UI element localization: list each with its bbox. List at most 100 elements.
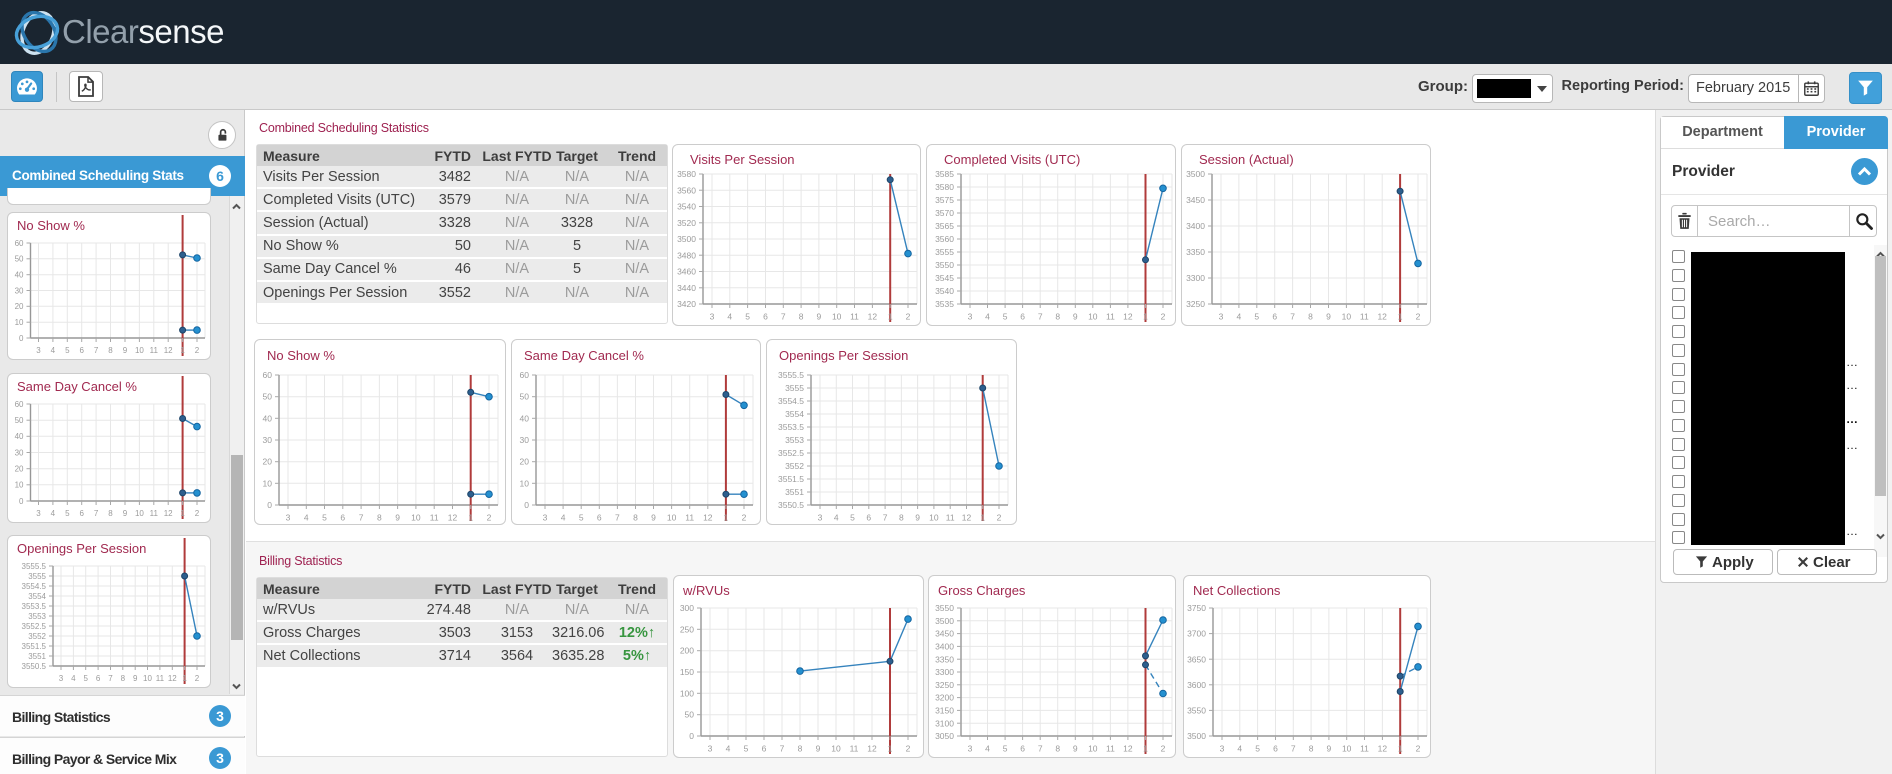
svg-text:7: 7 bbox=[359, 513, 364, 523]
svg-text:3400: 3400 bbox=[1186, 221, 1205, 231]
svg-text:9: 9 bbox=[133, 674, 138, 683]
svg-text:11: 11 bbox=[1360, 744, 1369, 754]
svg-text:6: 6 bbox=[597, 513, 602, 523]
svg-text:9: 9 bbox=[915, 513, 920, 523]
svg-text:5: 5 bbox=[65, 346, 70, 355]
svg-text:6: 6 bbox=[79, 509, 84, 518]
svg-text:9: 9 bbox=[1073, 744, 1078, 754]
svg-text:10: 10 bbox=[831, 744, 841, 754]
svg-text:10: 10 bbox=[15, 481, 24, 490]
svg-text:5: 5 bbox=[850, 513, 855, 523]
svg-text:Openings Per Session: Openings Per Session bbox=[17, 541, 146, 556]
svg-text:3: 3 bbox=[543, 513, 548, 523]
svg-text:6: 6 bbox=[79, 346, 84, 355]
svg-text:20: 20 bbox=[520, 457, 530, 467]
svg-text:9: 9 bbox=[395, 513, 400, 523]
svg-text:4: 4 bbox=[51, 509, 56, 518]
svg-text:3350: 3350 bbox=[1186, 247, 1205, 257]
svg-text:3450: 3450 bbox=[1186, 195, 1205, 205]
svg-text:Openings Per Session: Openings Per Session bbox=[779, 348, 908, 363]
svg-text:2: 2 bbox=[906, 744, 911, 754]
svg-text:5: 5 bbox=[1003, 744, 1008, 754]
svg-text:3550.5: 3550.5 bbox=[778, 500, 804, 510]
svg-text:2: 2 bbox=[487, 513, 492, 523]
svg-text:3554: 3554 bbox=[28, 592, 46, 601]
svg-text:3552.5: 3552.5 bbox=[778, 448, 804, 458]
svg-text:1: 1 bbox=[724, 513, 729, 523]
svg-text:3700: 3700 bbox=[1187, 629, 1206, 639]
svg-text:3300: 3300 bbox=[935, 667, 954, 677]
svg-text:3400: 3400 bbox=[935, 642, 954, 652]
svg-text:3580: 3580 bbox=[935, 182, 954, 192]
svg-text:250: 250 bbox=[680, 624, 694, 634]
svg-text:11: 11 bbox=[150, 346, 159, 355]
svg-text:3: 3 bbox=[1220, 744, 1225, 754]
svg-text:8: 8 bbox=[899, 513, 904, 523]
svg-text:0: 0 bbox=[19, 497, 24, 506]
svg-text:3: 3 bbox=[710, 312, 715, 322]
svg-text:3460: 3460 bbox=[677, 267, 696, 277]
svg-text:3555: 3555 bbox=[935, 247, 954, 257]
svg-text:9: 9 bbox=[816, 744, 821, 754]
svg-text:11: 11 bbox=[1106, 744, 1115, 754]
svg-text:0: 0 bbox=[267, 500, 272, 510]
svg-text:1: 1 bbox=[980, 513, 985, 523]
svg-text:10: 10 bbox=[929, 513, 939, 523]
svg-text:3: 3 bbox=[968, 312, 973, 322]
svg-text:2: 2 bbox=[1161, 312, 1166, 322]
svg-text:12: 12 bbox=[1377, 312, 1387, 322]
svg-text:3551: 3551 bbox=[785, 487, 804, 497]
svg-text:50: 50 bbox=[520, 392, 530, 402]
svg-text:3450: 3450 bbox=[935, 629, 954, 639]
svg-text:7: 7 bbox=[1038, 312, 1043, 322]
svg-text:0: 0 bbox=[19, 334, 24, 343]
svg-text:3585: 3585 bbox=[935, 169, 954, 179]
svg-text:1: 1 bbox=[182, 674, 187, 683]
svg-text:5: 5 bbox=[744, 744, 749, 754]
svg-text:3551: 3551 bbox=[28, 652, 46, 661]
svg-text:12: 12 bbox=[867, 744, 877, 754]
svg-text:3540: 3540 bbox=[935, 286, 954, 296]
svg-text:3570: 3570 bbox=[935, 208, 954, 218]
svg-text:11: 11 bbox=[1106, 312, 1115, 322]
svg-text:3551.5: 3551.5 bbox=[778, 474, 804, 484]
svg-text:3: 3 bbox=[59, 674, 64, 683]
svg-text:3050: 3050 bbox=[935, 731, 954, 741]
svg-text:3750: 3750 bbox=[1187, 603, 1206, 613]
svg-text:5: 5 bbox=[83, 674, 88, 683]
svg-text:Net Collections: Net Collections bbox=[1193, 583, 1281, 598]
svg-text:20: 20 bbox=[15, 302, 24, 311]
svg-text:3560: 3560 bbox=[677, 185, 696, 195]
svg-text:20: 20 bbox=[15, 465, 24, 474]
svg-text:1: 1 bbox=[1143, 312, 1148, 322]
svg-text:12: 12 bbox=[962, 513, 972, 523]
svg-text:3520: 3520 bbox=[677, 218, 696, 228]
svg-text:5: 5 bbox=[322, 513, 327, 523]
svg-text:6: 6 bbox=[1273, 744, 1278, 754]
svg-text:10: 10 bbox=[263, 478, 273, 488]
svg-text:5: 5 bbox=[65, 509, 70, 518]
svg-text:3480: 3480 bbox=[677, 250, 696, 260]
svg-text:40: 40 bbox=[15, 432, 24, 441]
svg-text:3552.5: 3552.5 bbox=[22, 622, 47, 631]
svg-text:300: 300 bbox=[680, 603, 694, 613]
svg-text:40: 40 bbox=[520, 413, 530, 423]
svg-text:3200: 3200 bbox=[935, 693, 954, 703]
svg-text:10: 10 bbox=[15, 318, 24, 327]
svg-text:6: 6 bbox=[762, 744, 767, 754]
svg-text:2: 2 bbox=[1416, 744, 1421, 754]
svg-text:5: 5 bbox=[1255, 744, 1260, 754]
svg-text:12: 12 bbox=[448, 513, 458, 523]
svg-text:10: 10 bbox=[411, 513, 421, 523]
svg-text:9: 9 bbox=[1327, 744, 1332, 754]
svg-text:40: 40 bbox=[263, 413, 273, 423]
svg-text:9: 9 bbox=[1073, 312, 1078, 322]
svg-text:8: 8 bbox=[1308, 312, 1313, 322]
svg-text:6: 6 bbox=[340, 513, 345, 523]
svg-text:3553.5: 3553.5 bbox=[778, 422, 804, 432]
svg-text:3350: 3350 bbox=[935, 654, 954, 664]
svg-text:3555: 3555 bbox=[785, 383, 804, 393]
svg-text:3551.5: 3551.5 bbox=[22, 642, 47, 651]
svg-text:12: 12 bbox=[703, 513, 713, 523]
svg-text:5: 5 bbox=[745, 312, 750, 322]
